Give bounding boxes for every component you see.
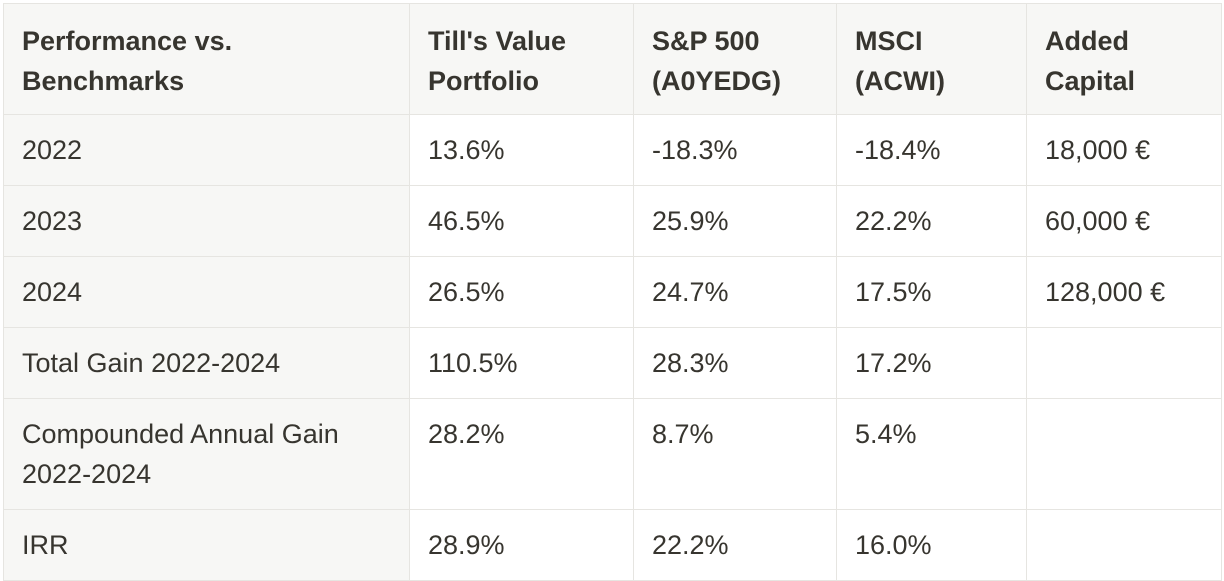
cell-sp500: 25.9% [633,185,837,257]
cell-tills-value: 46.5% [409,185,634,257]
cell-tills-value: 28.9% [409,509,634,581]
row-label: Compounded Annual Gain 2022-2024 [3,398,410,510]
header-sp500: S&P 500 (A0YEDG) [633,3,837,115]
header-performance-vs-benchmarks: Performance vs. Benchmarks [3,3,410,115]
cell-added-capital [1026,509,1222,581]
table-row: 2024 26.5% 24.7% 17.5% 128,000 € [3,256,1222,328]
cell-added-capital: 128,000 € [1026,256,1222,328]
cell-added-capital [1026,398,1222,510]
header-tills-value-portfolio: Till's Value Portfolio [409,3,634,115]
table-row: Compounded Annual Gain 2022-2024 28.2% 8… [3,398,1222,510]
cell-tills-value: 28.2% [409,398,634,510]
cell-tills-value: 13.6% [409,114,634,186]
row-label: 2024 [3,256,410,328]
table-row: 2022 13.6% -18.3% -18.4% 18,000 € [3,114,1222,186]
cell-sp500: 22.2% [633,509,837,581]
row-label: Total Gain 2022-2024 [3,327,410,399]
cell-added-capital: 18,000 € [1026,114,1222,186]
header-msci: MSCI (ACWI) [836,3,1027,115]
cell-msci: 17.5% [836,256,1027,328]
table-header: Performance vs. Benchmarks Till's Value … [3,3,1222,115]
cell-added-capital [1026,327,1222,399]
cell-sp500: 24.7% [633,256,837,328]
cell-sp500: 28.3% [633,327,837,399]
cell-msci: 17.2% [836,327,1027,399]
cell-added-capital: 60,000 € [1026,185,1222,257]
cell-tills-value: 26.5% [409,256,634,328]
header-added-capital: Added Capital [1026,3,1222,115]
table-row: 2023 46.5% 25.9% 22.2% 60,000 € [3,185,1222,257]
cell-tills-value: 110.5% [409,327,634,399]
cell-msci: 5.4% [836,398,1027,510]
row-label: 2022 [3,114,410,186]
cell-msci: 22.2% [836,185,1027,257]
cell-msci: -18.4% [836,114,1027,186]
header-row: Performance vs. Benchmarks Till's Value … [3,3,1222,115]
table-row: Total Gain 2022-2024 110.5% 28.3% 17.2% [3,327,1222,399]
table-row: IRR 28.9% 22.2% 16.0% [3,509,1222,581]
cell-sp500: -18.3% [633,114,837,186]
performance-table: Performance vs. Benchmarks Till's Value … [3,3,1222,581]
cell-msci: 16.0% [836,509,1027,581]
row-label: IRR [3,509,410,581]
cell-sp500: 8.7% [633,398,837,510]
row-label: 2023 [3,185,410,257]
table-body: 2022 13.6% -18.3% -18.4% 18,000 € 2023 4… [3,114,1222,581]
